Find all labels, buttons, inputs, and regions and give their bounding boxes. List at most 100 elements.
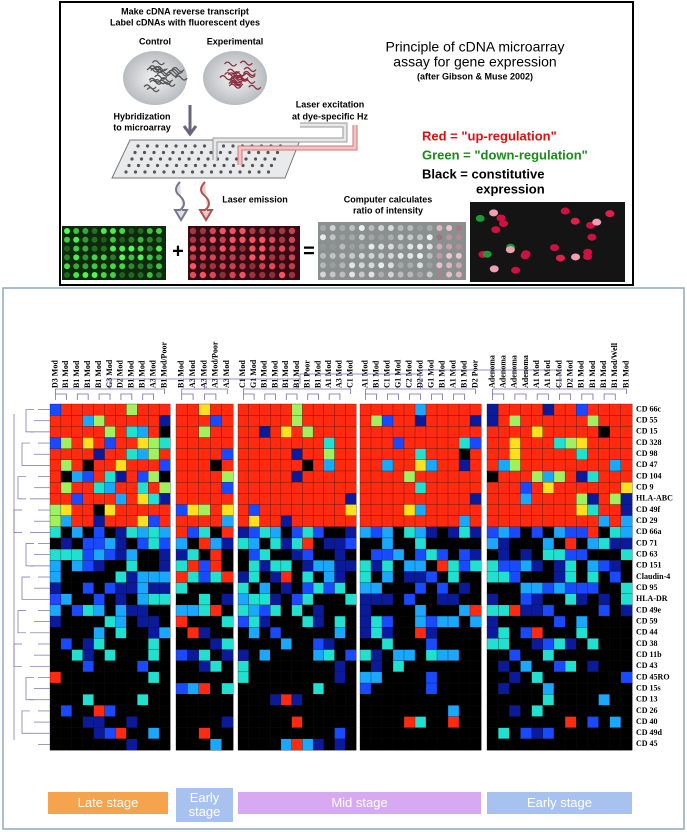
heatmap-cell — [542, 593, 555, 606]
heatmap-cell — [447, 649, 460, 662]
molecule — [227, 72, 241, 78]
heatmap-cell — [469, 627, 482, 639]
heatmap-cell — [403, 660, 416, 673]
heatmap-cell — [542, 515, 555, 528]
heatmap-cell — [609, 526, 622, 539]
heatmap-cell — [436, 470, 449, 483]
heatmap-cell — [392, 694, 405, 706]
heatmap-cell — [370, 415, 383, 427]
heatmap-cell — [469, 738, 482, 751]
molecule — [228, 81, 242, 87]
heatmap-cell — [620, 615, 633, 628]
heatmap-cell — [609, 627, 622, 639]
heatmap-cell — [370, 649, 383, 662]
dendrogram — [181, 393, 194, 400]
heatmap-cell — [469, 493, 482, 505]
spot — [368, 234, 375, 241]
heatmap-cell — [126, 448, 138, 461]
spot — [378, 262, 385, 269]
heatmap-cell — [531, 705, 544, 717]
spot — [171, 170, 176, 174]
laser-beam — [238, 125, 357, 165]
dendrogram — [21, 710, 30, 734]
heatmap-cell — [576, 504, 588, 517]
spot — [320, 262, 326, 269]
dendrogram — [55, 393, 67, 400]
heatmap-cell — [175, 403, 188, 416]
heatmap-cell — [359, 671, 372, 684]
heatmap-cell — [187, 504, 200, 517]
dendrogram — [264, 393, 276, 400]
heatmap-cell — [312, 437, 325, 450]
heatmap-cell — [598, 716, 611, 729]
heatmap-cell — [359, 470, 372, 483]
heatmap-cell — [198, 582, 211, 595]
heatmap-cell — [334, 548, 346, 561]
heatmap-cell — [187, 727, 200, 740]
heatmap-cell — [323, 493, 335, 505]
spot — [200, 170, 204, 174]
molecule — [219, 75, 233, 81]
heatmap-cell — [345, 694, 357, 706]
heatmap-cell — [564, 627, 577, 639]
heatmap-cell — [458, 705, 471, 717]
heatmap-cell — [392, 493, 405, 505]
heatmap-cell — [71, 415, 84, 427]
dendrogram — [453, 393, 465, 400]
heatmap-cell — [486, 727, 499, 740]
heatmap-cell — [291, 504, 303, 517]
heatmap-cell — [576, 638, 588, 650]
heatmap-cell — [370, 526, 383, 539]
heatmap-cell — [93, 615, 105, 628]
heatmap-cell — [248, 459, 260, 472]
heatmap-cell — [148, 548, 160, 561]
heatmap-cell — [198, 638, 211, 650]
spot — [137, 228, 144, 234]
heatmap-cell — [302, 615, 314, 628]
heatmap-cell — [221, 604, 234, 617]
heatmap-cell — [158, 493, 171, 505]
spot — [193, 163, 198, 168]
spot — [288, 227, 296, 235]
heatmap-cell — [587, 515, 599, 528]
heatmap-cell — [187, 548, 200, 561]
heatmap-cell — [542, 727, 555, 740]
heatmap-cell — [126, 615, 138, 628]
spot — [426, 234, 433, 241]
heatmap-cell — [587, 615, 599, 628]
heatmap-cell — [49, 582, 62, 595]
spot — [130, 157, 134, 161]
heatmap-cell — [115, 582, 127, 595]
heatmap-cell — [137, 493, 149, 505]
spot — [259, 263, 266, 270]
heatmap-cell — [531, 493, 544, 505]
heatmap-cell — [620, 627, 633, 639]
heatmap-cell — [270, 727, 282, 740]
heatmap-cell — [237, 627, 250, 639]
heatmap-cell — [576, 515, 588, 528]
heatmap-cell — [486, 515, 499, 528]
heatmap-cell — [392, 582, 405, 595]
heatmap-cell — [210, 694, 223, 706]
molecule — [165, 71, 179, 77]
spot — [162, 170, 166, 174]
heatmap-cell — [175, 593, 188, 606]
heatmap-cell — [498, 682, 510, 695]
column-label: B1 Mod — [588, 360, 597, 388]
heatmap-cell — [158, 403, 171, 416]
heatmap-cell — [259, 694, 271, 706]
spot — [209, 271, 216, 279]
heatmap-cell — [620, 694, 633, 706]
heatmap-cell — [414, 671, 427, 684]
heatmap-cell — [312, 537, 325, 550]
heatmap-cell — [312, 470, 325, 483]
heatmap-cell — [587, 604, 599, 617]
spot — [239, 254, 246, 261]
heatmap-cell — [115, 649, 127, 662]
row-label: CD 26 — [636, 706, 658, 715]
cdna-molecules — [143, 60, 262, 93]
heatmap-cell — [425, 470, 438, 483]
heatmap-cell — [82, 426, 95, 438]
heatmap-cell — [210, 526, 223, 539]
heatmap-cell — [210, 504, 223, 517]
